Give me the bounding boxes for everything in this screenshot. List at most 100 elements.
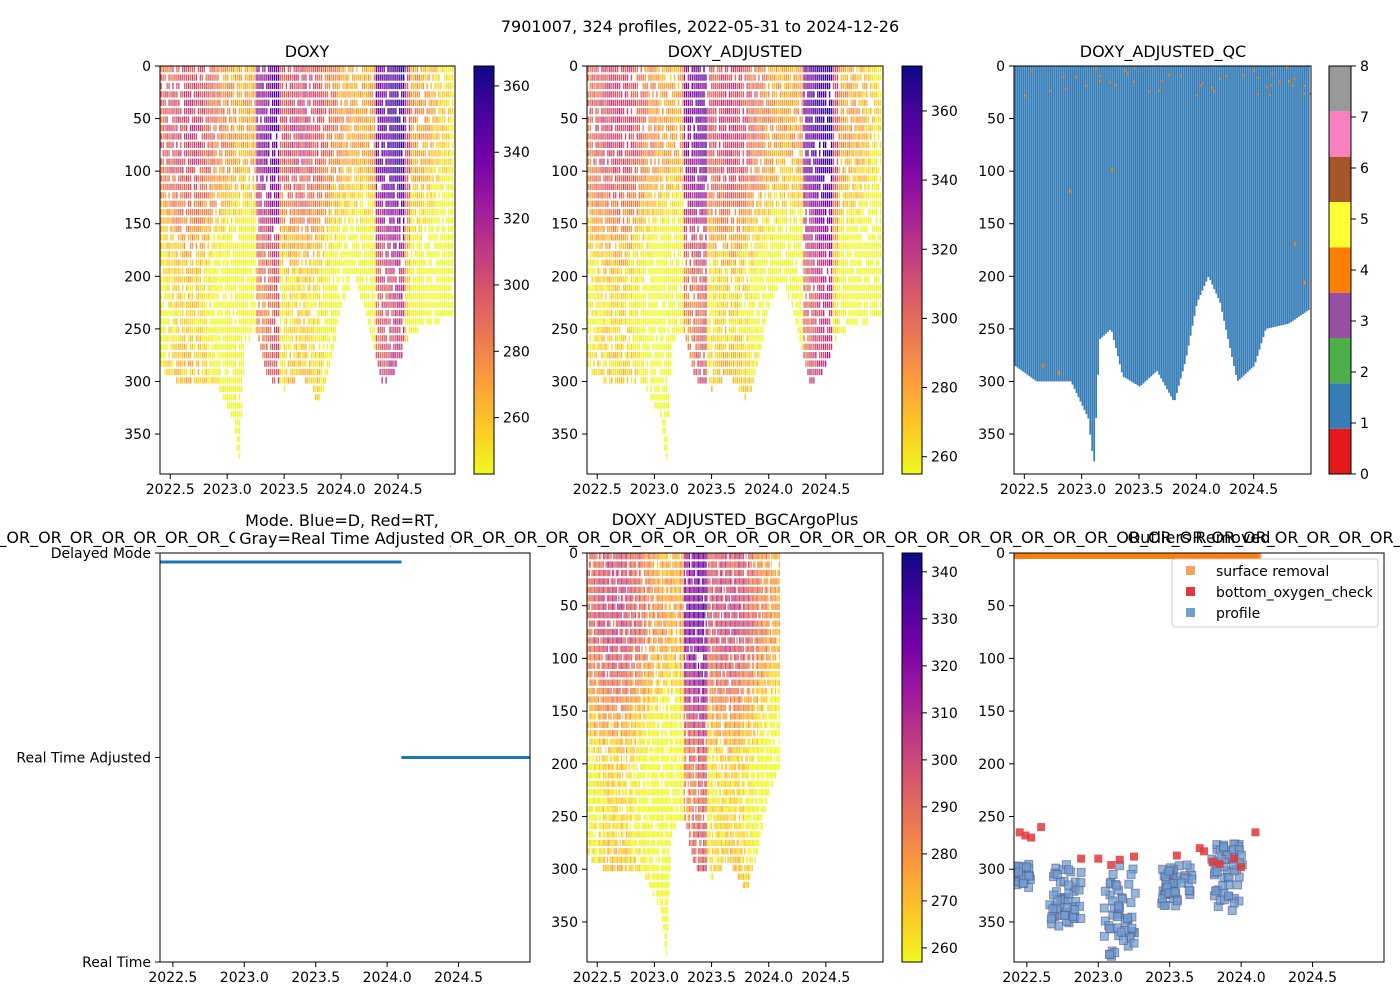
- heatmap-cell: [593, 309, 595, 317]
- heatmap-cell: [444, 166, 446, 174]
- heatmap-cell: [350, 99, 352, 106]
- heatmap-cell: [203, 150, 205, 157]
- heatmap-cell: [313, 276, 315, 283]
- heatmap-cell: [185, 301, 188, 308]
- heatmap-cell: [311, 183, 313, 191]
- heatmap-cell: [246, 309, 248, 317]
- heatmap-cell: [408, 183, 411, 191]
- heatmap-cell: [408, 225, 411, 233]
- heatmap-cell: [238, 436, 241, 443]
- heatmap-cell: [412, 183, 415, 191]
- heatmap-cell: [436, 74, 438, 81]
- heatmap-cell: [395, 150, 397, 157]
- heatmap-cell: [393, 259, 395, 266]
- heatmap-cell: [595, 259, 597, 266]
- heatmap-cell: [401, 293, 403, 300]
- heatmap-cell: [436, 259, 438, 266]
- heatmap-cell: [348, 150, 350, 157]
- heatmap-cell: [316, 124, 319, 132]
- heatmap-cell: [168, 209, 170, 216]
- heatmap-cell: [250, 318, 252, 325]
- heatmap-cell: [318, 293, 321, 300]
- heatmap-cell: [244, 91, 247, 98]
- heatmap-cell: [252, 284, 254, 292]
- heatmap-cell: [291, 284, 293, 292]
- heatmap-cell: [391, 74, 393, 81]
- heatmap-cell: [397, 293, 399, 300]
- heatmap-cell: [404, 158, 407, 165]
- heatmap-cell: [176, 326, 178, 334]
- heatmap-cell: [369, 309, 372, 317]
- heatmap-cell: [240, 385, 243, 392]
- heatmap-cell: [436, 225, 438, 233]
- heatmap-cell: [420, 82, 422, 90]
- heatmap-cell: [170, 158, 172, 165]
- heatmap-cell: [187, 225, 190, 233]
- heatmap-cell: [248, 99, 250, 106]
- heatmap-cell: [250, 301, 252, 308]
- heatmap-cell: [352, 209, 354, 216]
- heatmap-cell: [189, 108, 192, 115]
- heatmap-cell: [315, 108, 317, 115]
- heatmap-cell: [332, 309, 334, 317]
- heatmap-cell: [293, 318, 295, 325]
- heatmap-cell: [595, 368, 597, 376]
- heatmap-cell: [326, 150, 329, 157]
- heatmap-cell: [291, 124, 293, 132]
- heatmap-cell: [293, 360, 295, 367]
- heatmap-cell: [401, 209, 403, 216]
- heatmap-cell: [160, 141, 162, 149]
- heatmap-cell: [193, 326, 196, 334]
- heatmap-cell: [295, 293, 297, 300]
- heatmap-cell: [195, 124, 198, 132]
- heatmap-cell: [229, 301, 231, 308]
- heatmap-cell: [418, 284, 421, 292]
- heatmap-cell: [215, 175, 217, 182]
- heatmap-cell: [256, 116, 258, 123]
- heatmap-cell: [404, 234, 407, 241]
- heatmap-cell: [299, 301, 301, 308]
- heatmap-cell: [393, 200, 395, 207]
- heatmap-cell: [289, 66, 291, 73]
- heatmap-cell: [205, 108, 207, 115]
- heatmap-cell: [369, 217, 372, 224]
- heatmap-cell: [297, 293, 299, 300]
- heatmap-cell: [410, 166, 413, 174]
- heatmap-cell: [193, 318, 196, 325]
- heatmap-cell: [299, 343, 301, 350]
- heatmap-cell: [285, 234, 288, 241]
- heatmap-cell: [301, 150, 303, 157]
- heatmap-cell: [299, 352, 301, 359]
- heatmap-cell: [248, 326, 250, 334]
- heatmap-cell: [232, 66, 235, 73]
- heatmap-cell: [184, 301, 186, 308]
- heatmap-cell: [283, 91, 286, 98]
- heatmap-cell: [264, 124, 266, 132]
- heatmap-cell: [185, 318, 188, 325]
- heatmap-cell: [424, 242, 426, 249]
- heatmap-cell: [193, 267, 196, 275]
- heatmap-cell: [330, 175, 333, 182]
- heatmap-cell: [279, 192, 282, 199]
- heatmap-cell: [406, 259, 409, 266]
- heatmap-cell: [268, 200, 270, 207]
- heatmap-cell: [182, 343, 184, 350]
- heatmap-cell: [438, 133, 440, 140]
- heatmap-cell: [203, 284, 205, 292]
- heatmap-cell: [219, 385, 221, 392]
- heatmap-cell: [185, 166, 188, 174]
- heatmap-cell: [193, 368, 196, 376]
- heatmap-cell: [248, 225, 250, 233]
- heatmap-cell: [358, 183, 360, 191]
- heatmap-cell: [438, 91, 440, 98]
- heatmap-cell: [180, 318, 182, 325]
- heatmap-cell: [244, 335, 247, 342]
- heatmap-cell: [348, 175, 350, 182]
- heatmap-cell: [318, 309, 321, 317]
- heatmap-cell: [234, 343, 237, 350]
- heatmap-cell: [240, 242, 243, 249]
- heatmap-cell: [277, 175, 280, 182]
- heatmap-cell: [299, 276, 301, 283]
- heatmap-cell: [162, 309, 164, 317]
- heatmap-cell: [170, 124, 172, 132]
